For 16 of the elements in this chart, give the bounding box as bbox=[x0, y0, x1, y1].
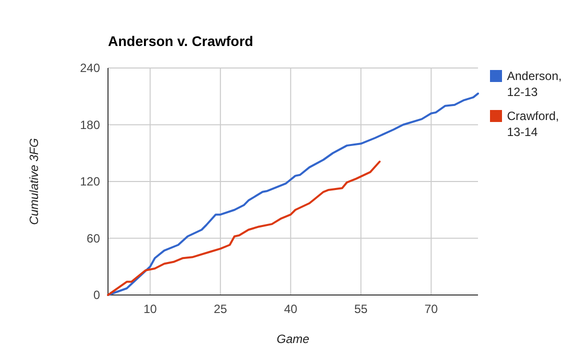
chart-title: Anderson v. Crawford bbox=[108, 33, 254, 49]
y-tick-label: 0 bbox=[93, 288, 100, 302]
x-axis-title: Game bbox=[276, 332, 310, 346]
legend-label: Anderson, 12-13 bbox=[507, 69, 562, 99]
y-axis-title: Cumulative 3FG bbox=[27, 138, 41, 225]
y-tick-label: 180 bbox=[80, 118, 100, 132]
legend-label: Crawford, 13-14 bbox=[507, 109, 560, 139]
x-tick-label: 10 bbox=[143, 302, 158, 316]
line-series bbox=[107, 160, 381, 296]
y-tick-label: 240 bbox=[80, 61, 100, 76]
x-tick-label: 55 bbox=[354, 302, 368, 316]
y-tick-label: 60 bbox=[86, 231, 100, 246]
x-tick-label: 70 bbox=[424, 302, 438, 316]
x-tick-label: 25 bbox=[214, 302, 228, 316]
y-tick-label: 120 bbox=[80, 174, 100, 189]
x-tick-label: 40 bbox=[284, 302, 298, 316]
